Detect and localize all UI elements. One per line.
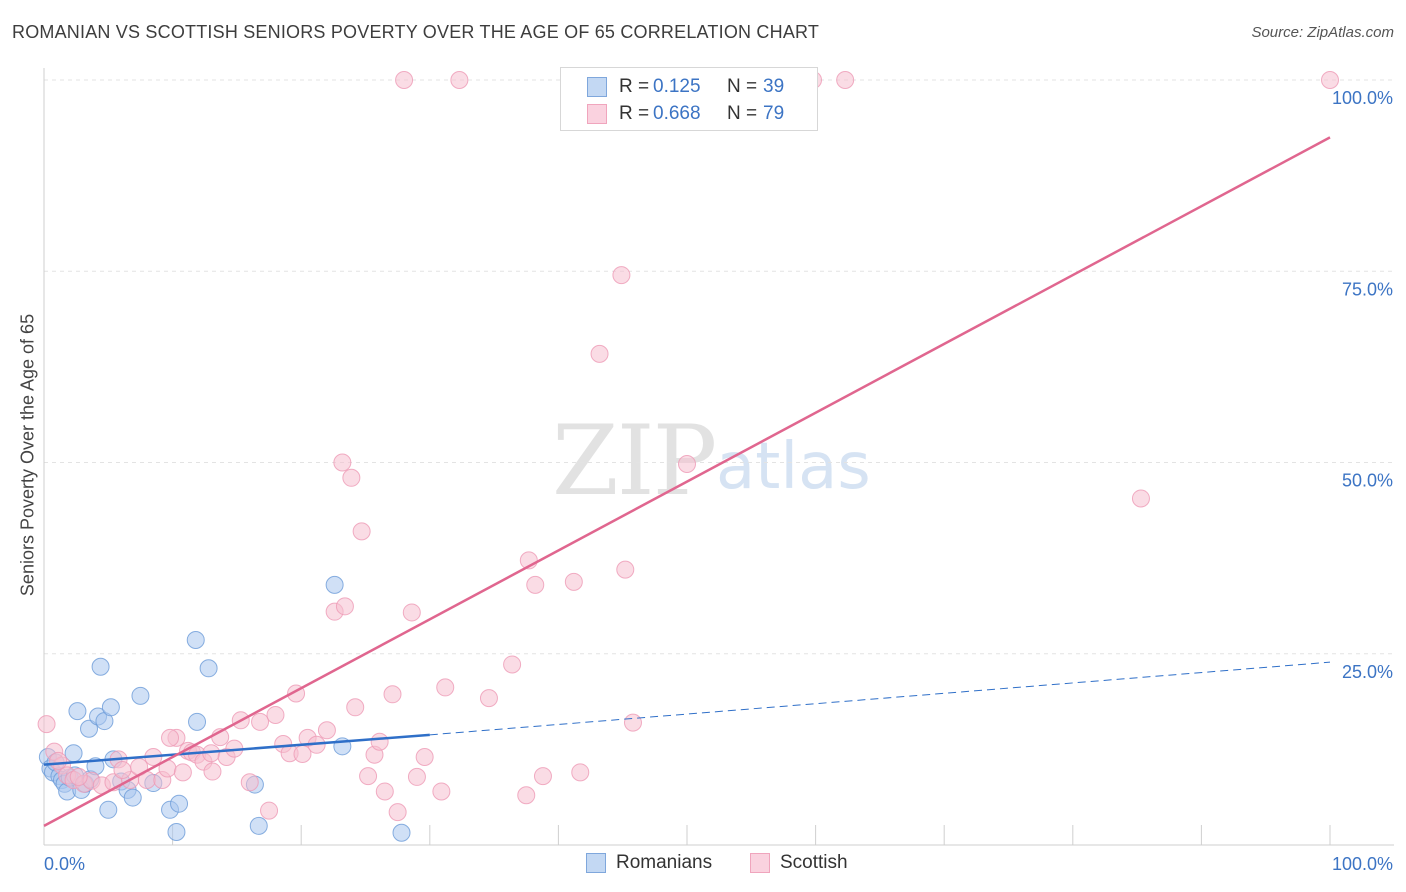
scottish-point	[49, 751, 68, 770]
scottish-point	[623, 713, 642, 732]
scottish-point	[415, 748, 434, 767]
romanians-trendline-extension	[429, 661, 1331, 736]
scottish-point	[479, 689, 498, 708]
scottish-point	[1321, 71, 1339, 89]
n-value: 39	[763, 76, 785, 97]
y-tick-label: 100.0%	[1332, 88, 1393, 108]
scottish-point	[342, 468, 361, 487]
romanian-point	[68, 702, 87, 721]
y-tick-label: 25.0%	[1342, 662, 1393, 682]
legend-item-scottish: Scottish	[750, 852, 848, 874]
r-value: 0.668	[653, 103, 701, 124]
watermark-atlas: atlas	[716, 430, 871, 504]
scottish-point	[678, 455, 696, 474]
scottish-point	[612, 266, 631, 285]
scottish-point	[113, 761, 132, 780]
legend-row-romanians: R = 0.125 N = 39	[587, 75, 784, 99]
source-credit: Source: ZipAtlas.com	[1251, 24, 1394, 41]
scottish-point	[407, 767, 426, 786]
x-tick-label: 0.0%	[44, 854, 85, 874]
romanians-legend-swatch	[586, 853, 606, 873]
romanians-swatch	[587, 77, 607, 97]
scottish-point	[383, 685, 402, 704]
n-value: 79	[763, 103, 785, 124]
romanian-point	[91, 657, 110, 676]
scottish-point	[375, 782, 394, 801]
romanian-point	[186, 630, 205, 649]
legend-row-scottish: R = 0.668 N = 79	[587, 102, 784, 126]
scottish-point	[359, 767, 378, 786]
scottish-point	[333, 453, 352, 472]
x-tick-label: 100.0%	[1332, 854, 1393, 874]
stats-legend: R = 0.125 N = 39 R = 0.668 N = 79	[560, 67, 818, 131]
scottish-point	[564, 572, 583, 591]
n-label: N =	[727, 103, 758, 124]
scottish-point	[388, 803, 407, 822]
scottish-point	[571, 763, 590, 782]
scottish-legend-swatch	[750, 853, 770, 873]
scottish-point	[432, 782, 451, 801]
scottish-point	[203, 762, 222, 781]
y-axis-label: Seniors Poverty Over the Age of 65	[17, 313, 38, 597]
scottish-swatch	[587, 104, 607, 124]
romanian-point	[199, 659, 218, 678]
scottish-point	[173, 763, 192, 782]
romanian-point	[325, 575, 344, 594]
romanian-point	[170, 794, 189, 813]
romanian-point	[188, 712, 207, 731]
scottish-point	[402, 603, 421, 622]
scottish-point	[352, 522, 371, 541]
r-label: R =	[619, 76, 650, 97]
legend-item-romanians: Romanians	[586, 852, 712, 874]
scottish-point	[240, 773, 259, 792]
chart-title: ROMANIAN VS SCOTTISH SENIORS POVERTY OVE…	[12, 22, 820, 42]
scottish-point	[370, 732, 389, 751]
scottish-point	[161, 728, 180, 747]
r-value: 0.125	[653, 76, 701, 97]
romanian-point	[392, 823, 411, 842]
scottish-point	[836, 71, 855, 89]
scottish-point	[503, 655, 522, 674]
romanian-point	[99, 800, 118, 819]
romanian-point	[249, 816, 268, 835]
scottish-point	[69, 767, 88, 786]
scottish-point	[266, 705, 285, 724]
scottish-point	[346, 698, 365, 717]
scottish-point	[1131, 489, 1150, 508]
scottish-legend-label: Scottish	[780, 852, 848, 873]
scottish-point	[436, 678, 455, 697]
scottish-point	[517, 786, 536, 805]
scottish-trendline	[43, 136, 1331, 827]
romanians-trendline	[43, 733, 430, 766]
scottish-point	[590, 344, 609, 363]
romanian-point	[131, 686, 150, 705]
scottish-point	[616, 560, 635, 579]
scottish-point	[251, 712, 270, 731]
scottish-point	[37, 715, 56, 734]
scottish-point	[450, 71, 469, 89]
y-tick-label: 50.0%	[1342, 471, 1393, 491]
r-label: R =	[619, 103, 650, 124]
scottish-point	[335, 597, 354, 616]
romanian-point	[101, 698, 120, 717]
scottish-point	[533, 767, 552, 786]
romanian-point	[167, 822, 186, 841]
romanians-legend-label: Romanians	[616, 852, 713, 873]
n-label: N =	[727, 76, 758, 97]
scottish-point	[526, 575, 545, 594]
romanian-point	[80, 719, 99, 738]
romanian-point	[123, 788, 142, 807]
scottish-point	[260, 801, 279, 820]
scottish-point	[317, 721, 336, 740]
scottish-point	[395, 71, 414, 89]
y-tick-label: 75.0%	[1342, 279, 1393, 299]
